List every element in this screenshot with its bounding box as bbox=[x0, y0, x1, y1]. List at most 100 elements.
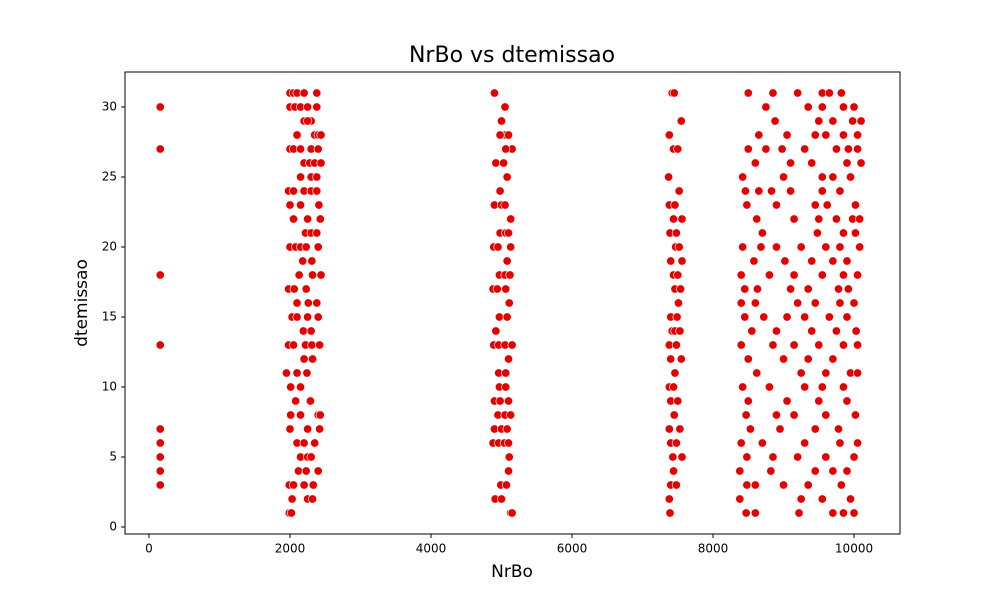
point bbox=[828, 466, 838, 476]
point bbox=[286, 508, 296, 518]
point bbox=[743, 396, 753, 406]
point bbox=[842, 158, 852, 168]
point bbox=[298, 326, 308, 336]
plot-frame bbox=[124, 71, 901, 535]
point bbox=[502, 424, 512, 434]
point bbox=[299, 480, 309, 490]
point bbox=[665, 508, 675, 518]
point bbox=[768, 88, 778, 98]
point bbox=[501, 144, 511, 154]
point bbox=[821, 242, 831, 252]
point bbox=[817, 270, 827, 280]
point bbox=[807, 158, 817, 168]
point bbox=[671, 480, 681, 490]
point bbox=[313, 144, 323, 154]
point bbox=[307, 354, 318, 364]
point bbox=[771, 326, 782, 336]
point bbox=[291, 396, 301, 406]
point bbox=[803, 480, 813, 490]
point bbox=[155, 270, 165, 280]
point bbox=[301, 242, 311, 252]
point bbox=[786, 284, 796, 294]
point bbox=[303, 424, 313, 434]
point bbox=[506, 410, 516, 420]
point bbox=[296, 382, 306, 392]
point bbox=[298, 256, 308, 266]
point bbox=[835, 186, 845, 196]
point bbox=[742, 480, 752, 490]
y-tick-label: 0 bbox=[109, 520, 117, 534]
point bbox=[293, 466, 303, 476]
point bbox=[771, 242, 782, 252]
point bbox=[674, 186, 684, 196]
point bbox=[491, 158, 501, 168]
point bbox=[672, 312, 682, 322]
point bbox=[768, 340, 778, 350]
point bbox=[286, 410, 296, 420]
point bbox=[771, 200, 782, 210]
point bbox=[759, 312, 769, 322]
point bbox=[789, 340, 799, 350]
point bbox=[838, 340, 849, 350]
point bbox=[743, 354, 753, 364]
point bbox=[288, 480, 299, 490]
point bbox=[752, 284, 762, 294]
point bbox=[850, 200, 860, 210]
point bbox=[296, 410, 306, 420]
point bbox=[306, 452, 316, 462]
point bbox=[675, 424, 685, 434]
point bbox=[296, 172, 306, 182]
point bbox=[850, 228, 860, 238]
point bbox=[810, 200, 820, 210]
point bbox=[833, 284, 844, 294]
point bbox=[789, 214, 799, 224]
point bbox=[313, 242, 323, 252]
point bbox=[777, 144, 787, 154]
point bbox=[502, 172, 512, 182]
point bbox=[817, 494, 827, 504]
point bbox=[761, 102, 771, 112]
point bbox=[299, 438, 309, 448]
point bbox=[502, 312, 512, 322]
point bbox=[664, 494, 674, 504]
point bbox=[786, 158, 796, 168]
point bbox=[504, 130, 514, 140]
point bbox=[807, 326, 817, 336]
point bbox=[301, 284, 311, 294]
point bbox=[821, 410, 831, 420]
point bbox=[849, 102, 859, 112]
point bbox=[506, 214, 516, 224]
point bbox=[766, 186, 777, 196]
point bbox=[800, 438, 810, 448]
point bbox=[853, 144, 863, 154]
points bbox=[155, 88, 866, 518]
point bbox=[303, 116, 313, 126]
point bbox=[855, 242, 865, 252]
point bbox=[312, 186, 322, 196]
point bbox=[666, 256, 676, 266]
point bbox=[302, 368, 312, 378]
point bbox=[155, 144, 165, 154]
point bbox=[807, 256, 817, 266]
point bbox=[838, 382, 849, 392]
point bbox=[793, 452, 803, 462]
point bbox=[677, 256, 687, 266]
point bbox=[735, 466, 745, 476]
point bbox=[810, 298, 820, 308]
point bbox=[738, 242, 748, 252]
point bbox=[673, 144, 683, 154]
point bbox=[664, 172, 674, 182]
point bbox=[838, 270, 849, 280]
point bbox=[842, 312, 852, 322]
point bbox=[817, 172, 827, 182]
point bbox=[750, 158, 760, 168]
point bbox=[743, 88, 753, 98]
point bbox=[299, 88, 309, 98]
point bbox=[501, 368, 511, 378]
point bbox=[736, 340, 746, 350]
point bbox=[155, 424, 165, 434]
point bbox=[491, 326, 501, 336]
point bbox=[495, 186, 505, 196]
point bbox=[851, 326, 861, 336]
